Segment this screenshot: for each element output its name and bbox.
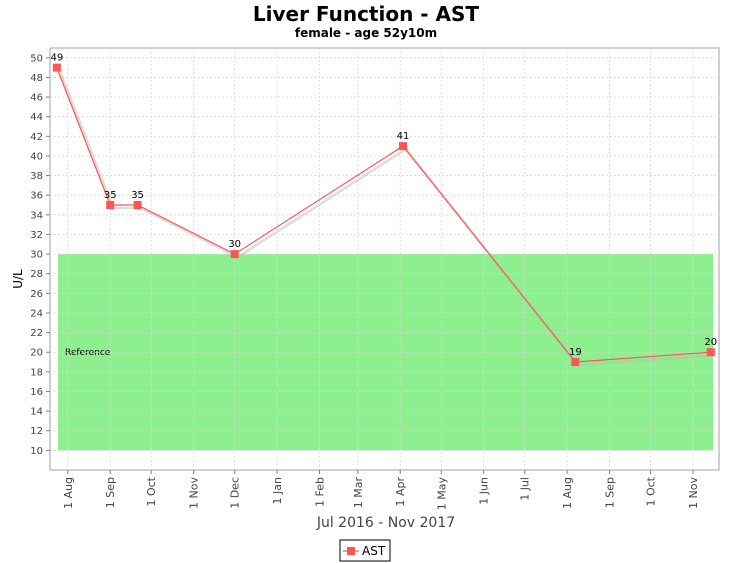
x-tick-label: 1 Jan: [271, 477, 284, 504]
data-label: 19: [569, 347, 582, 358]
x-tick-label: 1 Sep: [604, 477, 617, 508]
y-tick-label: 32: [30, 230, 43, 241]
series-layer: 49 35 35 30 41 19 20: [50, 53, 717, 367]
y-tick-label: 42: [30, 132, 43, 143]
data-point: [571, 358, 580, 367]
x-tick-label: 1 Sep: [104, 477, 117, 508]
y-tick-label: 10: [30, 446, 43, 457]
data-point: [230, 250, 239, 259]
y-tick-label: 46: [30, 93, 43, 104]
data-label: 49: [50, 53, 63, 64]
data-label: 30: [228, 239, 241, 250]
data-label: 20: [704, 337, 717, 348]
data-point: [398, 142, 407, 151]
y-tick-label: 24: [30, 308, 43, 319]
x-tick-label: 1 Nov: [188, 477, 201, 509]
data-label: 35: [104, 190, 117, 201]
y-axis: 10 12 14 16 18 20 22 24 26 28 30 32 34 36 38 40 42 44 46 48…: [30, 53, 50, 457]
legend-series-label: AST: [362, 544, 386, 558]
x-tick-label: 1 Feb: [314, 477, 327, 507]
x-tick-label: 1 Jul: [519, 477, 532, 501]
y-axis-title: U/L: [11, 269, 25, 289]
y-tick-label: 12: [30, 426, 43, 437]
y-tick-label: 38: [30, 171, 43, 182]
x-tick-label: 1 Aug: [561, 477, 574, 509]
y-tick-label: 16: [30, 387, 43, 398]
data-point: [133, 201, 142, 210]
y-tick-label: 28: [30, 269, 43, 280]
y-tick-label: 34: [30, 210, 43, 221]
y-tick-label: 40: [30, 151, 43, 162]
x-tick-label: 1 Aug: [62, 477, 75, 509]
y-tick-label: 18: [30, 367, 43, 378]
x-tick-label: 1 Mar: [352, 477, 365, 509]
x-tick-label: 1 May: [435, 477, 448, 511]
x-axis-title: Jul 2016 - Nov 2017: [316, 515, 455, 531]
y-tick-label: 44: [30, 112, 43, 123]
y-tick-label: 30: [30, 250, 43, 261]
x-tick-label: 1 Dec: [229, 477, 242, 509]
y-tick-label: 36: [30, 191, 43, 202]
x-axis: 1 Aug 1 Sep 1 Oct 1 Nov 1 Dec 1 Jan 1 Feb 1 Mar…: [62, 470, 700, 510]
x-tick-label: 1 Jun: [478, 477, 491, 505]
data-label: 41: [397, 131, 410, 142]
y-tick-label: 22: [30, 328, 43, 339]
y-tick-label: 14: [30, 407, 43, 418]
legend: AST: [339, 539, 391, 562]
y-tick-label: 50: [30, 53, 43, 64]
y-tick-label: 20: [30, 348, 43, 359]
chart-title: Liver Function - AST: [253, 2, 480, 26]
grid-layer: [50, 48, 719, 470]
data-point: [706, 348, 715, 357]
x-tick-label: 1 Oct: [145, 476, 158, 506]
x-tick-label: 1 Apr: [394, 477, 407, 507]
data-label: 35: [131, 190, 144, 201]
x-tick-label: 1 Oct: [645, 476, 658, 506]
data-point: [106, 201, 115, 210]
chart-subtitle: female - age 52y10m: [295, 26, 437, 40]
x-tick-label: 1 Nov: [687, 477, 700, 509]
legend-series-marker: [347, 547, 355, 555]
y-tick-label: 48: [30, 73, 43, 84]
y-tick-label: 26: [30, 289, 43, 300]
legend-box: [339, 539, 391, 562]
data-point: [52, 63, 61, 72]
reference-band-label: Reference: [65, 348, 111, 358]
